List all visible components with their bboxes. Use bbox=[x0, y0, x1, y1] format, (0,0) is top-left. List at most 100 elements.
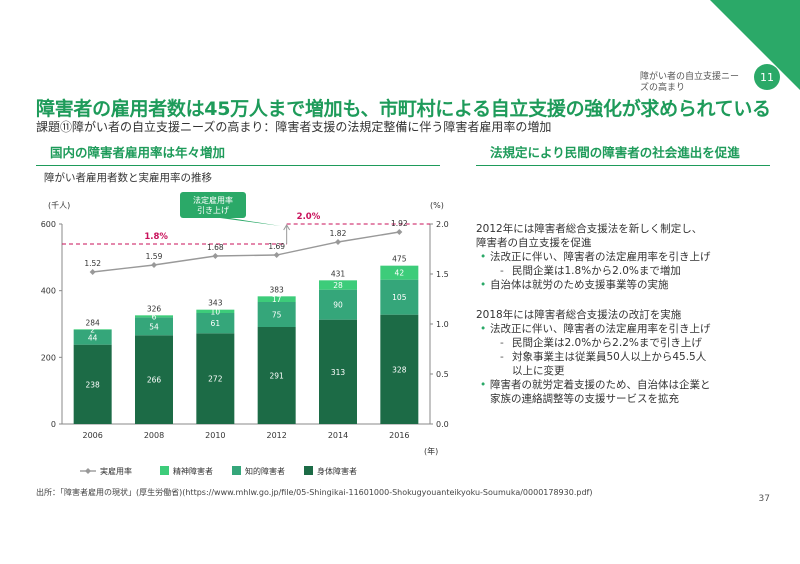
bar-segment bbox=[73, 330, 112, 345]
bar-segment bbox=[196, 309, 235, 313]
bar-value-label: 28 bbox=[333, 281, 343, 290]
bar-segment bbox=[135, 317, 173, 336]
block2-bullet-2: 障害者の就労定着支援のため、自治体は企業と bbox=[476, 378, 776, 392]
page-subtitle: 課題⑪障がい者の自立支援ニーズの高まり：障害者支援の法規定整備に伴う障害者雇用率… bbox=[36, 120, 552, 134]
bar-value-label: 44 bbox=[88, 333, 98, 342]
y-axis-label-left: (千人) bbox=[48, 200, 70, 210]
bar-total-label: 326 bbox=[147, 304, 162, 313]
bar-value-label: 2 bbox=[90, 326, 95, 335]
block1-dash-1: 民間企業は1.8%から2.0%まで増加 bbox=[476, 264, 776, 278]
bar-segment bbox=[135, 335, 173, 424]
x-tick-label: 2006 bbox=[82, 431, 102, 440]
bar-total-label: 343 bbox=[208, 299, 223, 308]
page-title: 障害者の雇用者数は45万人まで増加も、市町村による自立支援の強化が求められている bbox=[36, 98, 771, 120]
bar-segment bbox=[257, 302, 296, 327]
bar-value-label: 266 bbox=[147, 376, 162, 385]
y-axis-label-right: (%) bbox=[430, 201, 444, 210]
block1-bullet-2: 自治体は就労のため支援事業等の実施 bbox=[476, 278, 776, 292]
legend-swatch bbox=[160, 466, 169, 475]
y-tick-label-left: 600 bbox=[41, 220, 56, 229]
bar-segment bbox=[73, 329, 112, 330]
employment-chart: 0 200 400 600 0.0 0.5 1.0 1.5 2.0 (千人) (%) (年) 238 44… bbox=[41, 192, 449, 476]
rate-value-label: 1.92 bbox=[391, 219, 408, 228]
bar-segment bbox=[319, 319, 357, 424]
bar-value-label: 17 bbox=[272, 295, 282, 304]
x-tick-label: 2016 bbox=[389, 431, 409, 440]
left-section-heading: 国内の障害者雇用率は年々増加 bbox=[36, 142, 440, 166]
legend-label: 身体障害者 bbox=[317, 466, 357, 476]
bar-value-label: 272 bbox=[208, 375, 223, 384]
callout-box bbox=[180, 192, 246, 218]
bar-value-label: 42 bbox=[395, 269, 405, 278]
block1-bullet-1: 法改正に伴い、障害者の法定雇用率を引き上げ bbox=[476, 250, 776, 264]
bar-value-label: 54 bbox=[149, 322, 159, 331]
rate-point bbox=[89, 269, 96, 275]
x-axis-label: (年) bbox=[424, 446, 438, 456]
block2-dash-2: 対象事業主は従業員50人以上から45.5人 bbox=[476, 350, 776, 364]
x-tick-label: 2010 bbox=[205, 431, 225, 440]
corner-label: 障がい者の自立支援ニーズの高まり bbox=[640, 72, 740, 93]
rate-value-label: 1.82 bbox=[330, 229, 347, 238]
bar-total-label: 431 bbox=[331, 269, 346, 278]
x-tick-label: 2012 bbox=[266, 431, 286, 440]
bar-segment bbox=[380, 314, 419, 424]
y-tick-label-right: 0.0 bbox=[436, 420, 449, 429]
rate-point bbox=[151, 262, 157, 268]
x-tick-label: 2014 bbox=[328, 431, 348, 440]
bar-segment bbox=[380, 265, 419, 280]
bar-segment bbox=[196, 313, 235, 334]
bar-value-label: 90 bbox=[333, 301, 343, 310]
callout-pointer bbox=[220, 218, 281, 226]
bar-total-label: 475 bbox=[392, 255, 407, 264]
bar-segment bbox=[257, 327, 296, 424]
bar-segment bbox=[73, 344, 112, 424]
bar-segment bbox=[380, 279, 419, 315]
chart-caption: 障がい者雇用者数と実雇用率の推移 bbox=[44, 172, 212, 184]
legal-rate-label-2: 2.0% bbox=[297, 212, 321, 222]
y-tick-label-right: 0.5 bbox=[436, 370, 449, 379]
page-number: 37 bbox=[758, 494, 770, 504]
bar-segment bbox=[135, 315, 173, 318]
rate-point bbox=[273, 252, 280, 258]
bar-value-label: 313 bbox=[331, 368, 346, 377]
source-note: 出所：「障害者雇用の現状」(厚生労働省)(https://www.mhlw.go… bbox=[36, 488, 593, 497]
bar-value-label: 61 bbox=[211, 319, 221, 328]
bar-total-label: 284 bbox=[86, 318, 101, 327]
bar-segment bbox=[196, 333, 235, 424]
rate-point bbox=[335, 239, 341, 245]
block1-heading-line1: 2012年には障害者総合支援法を新しく制定し、 bbox=[476, 223, 703, 235]
legal-rate-arrow bbox=[283, 224, 291, 231]
block2-dash-2-cont: 以上に変更 bbox=[512, 365, 565, 377]
rate-point bbox=[212, 253, 219, 259]
y-tick-label-right: 1.0 bbox=[436, 320, 449, 329]
legend-label: 実雇用率 bbox=[100, 466, 132, 476]
legend-label: 精神障害者 bbox=[173, 466, 213, 476]
rate-value-label: 1.68 bbox=[207, 243, 224, 252]
y-tick-label-right: 2.0 bbox=[436, 220, 449, 229]
block2-bullet-2-cont: 家族の連絡調整等の支援サービスを拡充 bbox=[490, 393, 679, 405]
block2-bullet-1: 法改正に伴い、障害者の法定雇用率を引き上げ bbox=[476, 322, 776, 336]
y-tick-label-right: 1.5 bbox=[436, 270, 449, 279]
right-section-heading: 法規定により民間の障害者の社会進出を促進 bbox=[476, 142, 770, 166]
rate-value-label: 1.52 bbox=[84, 259, 101, 268]
bar-value-label: 6 bbox=[152, 312, 157, 321]
bar-value-label: 291 bbox=[270, 372, 285, 381]
bar-value-label: 10 bbox=[211, 307, 221, 316]
block2-heading: 2018年には障害者総合支援法の改訂を実施 bbox=[476, 309, 682, 321]
y-tick-label-left: 400 bbox=[41, 287, 56, 296]
block1-heading-line2: 障害者の自立支援を促進 bbox=[476, 237, 592, 249]
rate-point bbox=[396, 229, 403, 235]
block2-dash-1: 民間企業は2.0%から2.2%まで引き上げ bbox=[476, 336, 776, 350]
bar-value-label: 75 bbox=[272, 311, 282, 320]
y-tick-label-left: 200 bbox=[41, 353, 56, 362]
bar-value-label: 328 bbox=[392, 365, 407, 374]
rate-value-label: 1.69 bbox=[268, 242, 285, 251]
y-tick-label-left: 0 bbox=[51, 420, 56, 429]
x-tick-label: 2008 bbox=[144, 431, 164, 440]
callout-text-2: 引き上げ bbox=[197, 206, 229, 215]
legal-rate-label-1: 1.8% bbox=[144, 232, 168, 242]
bar-segment bbox=[319, 280, 357, 290]
rate-line bbox=[92, 231, 400, 273]
bar-segment bbox=[257, 296, 296, 302]
bar-total-label: 383 bbox=[270, 285, 285, 294]
